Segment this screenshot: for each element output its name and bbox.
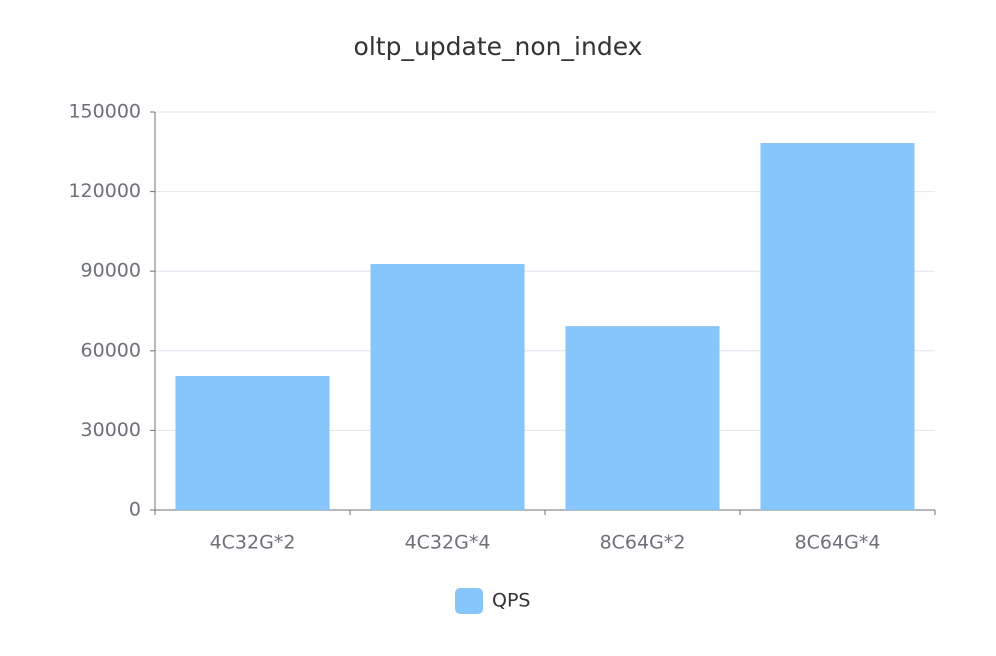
x-tick-label: 4C32G*4 — [405, 532, 491, 554]
x-tick-label: 8C64G*4 — [795, 532, 881, 554]
x-tick-label: 8C64G*2 — [600, 532, 686, 554]
y-tick-label: 30000 — [81, 419, 141, 441]
y-tick-label: 90000 — [81, 260, 141, 282]
chart-title: oltp_update_non_index — [354, 32, 643, 61]
bar — [370, 264, 525, 510]
bar — [565, 326, 720, 510]
legend-label: QPS — [492, 590, 530, 612]
x-tick-label: 4C32G*2 — [210, 532, 296, 554]
bar — [760, 143, 915, 510]
y-tick-label: 120000 — [68, 180, 141, 202]
y-tick-label: 150000 — [68, 101, 141, 123]
y-tick-label: 0 — [129, 499, 141, 521]
legend-swatch — [455, 588, 483, 614]
bar — [175, 376, 330, 510]
y-tick-label: 60000 — [81, 339, 141, 361]
